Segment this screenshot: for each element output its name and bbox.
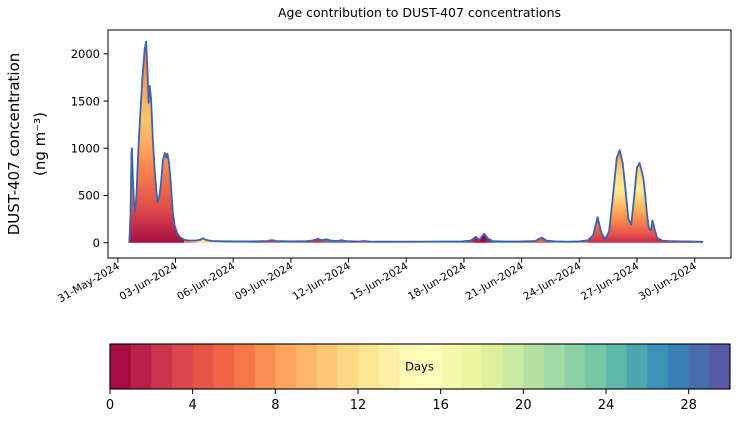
colorbar-segment (234, 344, 256, 389)
y-axis-label-line1: DUST-407 concentration (5, 53, 23, 236)
colorbar-tick-label: 4 (189, 398, 197, 413)
colorbar-segment (110, 344, 132, 389)
area-quiet-period-age-strip (184, 233, 588, 243)
axes-frame (107, 29, 732, 259)
colorbar-segment (606, 344, 628, 389)
colorbar-tick-label: 28 (680, 398, 697, 413)
colorbar-segment (544, 344, 566, 389)
y-axis: 0 500 1000 1500 2000 (71, 47, 108, 250)
x-tick-label: 30-Jun-2024 (637, 260, 699, 303)
colorbar-segment (420, 344, 442, 389)
colorbar-segment (668, 344, 690, 389)
x-tick-label: 03-Jun-2024 (117, 260, 179, 303)
colorbar-segment (523, 344, 545, 389)
colorbar-label: Days (405, 360, 434, 374)
colorbar-segment (585, 344, 607, 389)
plot-area (128, 40, 704, 244)
y-tick-label: 1000 (71, 141, 100, 155)
colorbar-segment (378, 344, 400, 389)
colorbar-segment (275, 344, 297, 389)
y-tick-label: 500 (78, 189, 100, 203)
colorbar-tick-label: 20 (515, 398, 532, 413)
colorbar-segment (213, 344, 235, 389)
colorbar-frame (109, 343, 731, 390)
area-dust-event-early-june (129, 41, 185, 243)
x-tick-label: 12-Jun-2024 (291, 260, 353, 303)
colorbar-segment (399, 344, 421, 389)
x-axis: 31-May-202403-Jun-202406-Jun-202409-Jun-… (56, 258, 699, 305)
colorbar-segment (564, 344, 586, 389)
colorbar-axis: 0 4 8 12 16 20 24 28 (106, 389, 697, 413)
y-axis-label-line2: (ng m⁻³) (31, 112, 49, 176)
colorbar-segment (502, 344, 524, 389)
y-tick-label: 2000 (71, 47, 100, 61)
x-tick-label: 27-Jun-2024 (579, 260, 641, 303)
total-concentration-line (128, 40, 704, 244)
colorbar-segment (172, 344, 194, 389)
colorbar-tick-label: 12 (350, 398, 367, 413)
colorbar-segment (192, 344, 214, 389)
colorbar-segment (130, 344, 152, 389)
x-tick-label: 06-Jun-2024 (175, 260, 237, 303)
chart-title: Age contribution to DUST-407 concentrati… (278, 5, 561, 20)
colorbar-segment (254, 344, 276, 389)
x-tick-label: 18-Jun-2024 (406, 260, 468, 303)
colorbar-segment (296, 344, 318, 389)
colorbar-segment (337, 344, 359, 389)
y-tick-label: 1500 (71, 94, 100, 108)
colorbar-tick-label: 16 (432, 398, 449, 413)
colorbar-tick-label: 0 (106, 398, 114, 413)
colorbar-segment (688, 344, 710, 389)
colorbar-segment (440, 344, 462, 389)
colorbar-segment (647, 344, 669, 389)
colorbar-segment (709, 344, 730, 389)
colorbar-tick-label: 24 (598, 398, 615, 413)
colorbar-segment (358, 344, 380, 389)
colorbar (110, 344, 730, 389)
y-tick-label: 0 (93, 236, 100, 250)
colorbar-segment (316, 344, 338, 389)
x-tick-label: 15-Jun-2024 (348, 260, 410, 303)
x-tick-label: 21-Jun-2024 (464, 260, 526, 303)
colorbar-segment (461, 344, 483, 389)
colorbar-segment (482, 344, 504, 389)
x-tick-label: 31-May-2024 (56, 260, 122, 305)
x-tick-label: 24-Jun-2024 (521, 260, 583, 303)
colorbar-segment (626, 344, 648, 389)
x-tick-label: 09-Jun-2024 (233, 260, 295, 303)
colorbar-tick-label: 8 (271, 398, 279, 413)
colorbar-segment (151, 344, 173, 389)
